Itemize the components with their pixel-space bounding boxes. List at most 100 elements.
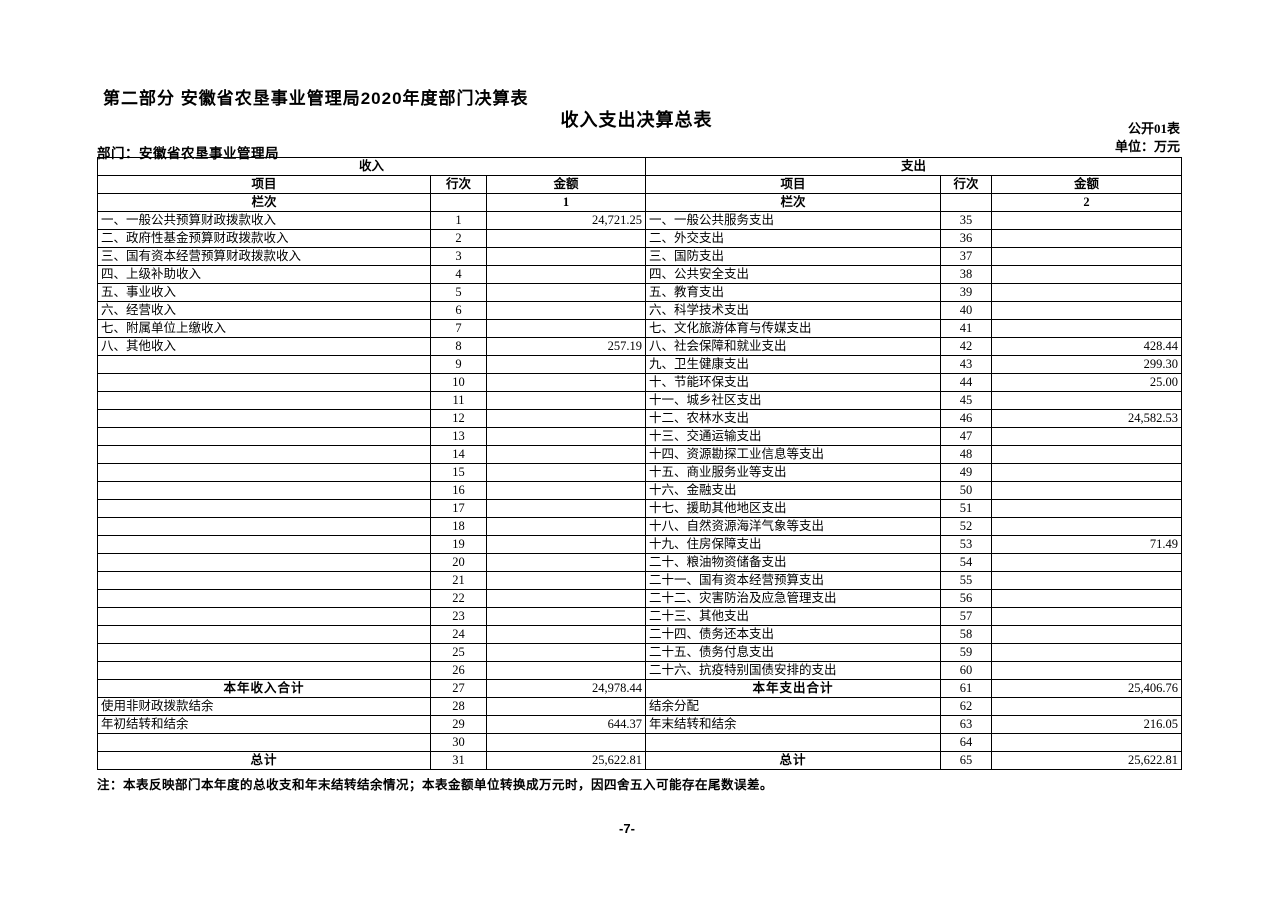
expense-column-index: 2 bbox=[991, 193, 1182, 212]
expense-amount-cell bbox=[991, 571, 1182, 590]
income-amount-cell bbox=[486, 697, 646, 716]
expense-item-cell: 结余分配 bbox=[645, 697, 941, 716]
table-row: 六、经营收入 6 六、科学技术支出 40 bbox=[97, 301, 1182, 320]
expense-amount-cell bbox=[991, 553, 1182, 572]
income-amount-cell bbox=[486, 409, 646, 428]
income-item-cell bbox=[97, 517, 431, 536]
table-row: 24 二十四、债务还本支出 58 bbox=[97, 625, 1182, 644]
income-column-index-label: 栏次 bbox=[97, 193, 431, 212]
income-item-cell bbox=[97, 643, 431, 662]
expense-amount-cell: 428.44 bbox=[991, 337, 1182, 356]
income-amount-cell bbox=[486, 499, 646, 518]
income-amount-cell bbox=[486, 229, 646, 248]
income-amount-cell bbox=[486, 391, 646, 410]
income-amount-cell bbox=[486, 355, 646, 374]
expense-line-cell: 55 bbox=[940, 571, 992, 590]
income-item-cell bbox=[97, 373, 431, 392]
income-amount-cell: 644.37 bbox=[486, 715, 646, 734]
expense-amount-cell bbox=[991, 481, 1182, 500]
expense-item-cell: 八、社会保障和就业支出 bbox=[645, 337, 941, 356]
income-line-header: 行次 bbox=[430, 175, 487, 194]
income-item-cell bbox=[97, 481, 431, 500]
income-expense-summary-table: 收入 支出 项目 行次 金额 项目 行次 金额 栏次 1 栏次 2 一、一般公共… bbox=[97, 157, 1182, 770]
income-line-cell: 24 bbox=[430, 625, 487, 644]
expense-line-cell: 58 bbox=[940, 625, 992, 644]
income-item-cell: 使用非财政拨款结余 bbox=[97, 697, 431, 716]
income-amount-cell bbox=[486, 427, 646, 446]
income-item-cell bbox=[97, 463, 431, 482]
income-amount-cell: 257.19 bbox=[486, 337, 646, 356]
income-amount-cell bbox=[486, 517, 646, 536]
page-number: -7- bbox=[619, 821, 635, 836]
expense-line-cell: 61 bbox=[940, 679, 992, 698]
expense-line-header: 行次 bbox=[940, 175, 992, 194]
income-amount-cell: 25,622.81 bbox=[486, 751, 646, 770]
income-item-cell bbox=[97, 589, 431, 608]
income-line-cell: 26 bbox=[430, 661, 487, 680]
footnote: 注：本表反映部门本年度的总收支和年末结转结余情况；本表金额单位转换成万元时，因四… bbox=[97, 778, 774, 792]
income-line-cell: 30 bbox=[430, 733, 487, 752]
expense-amount-cell bbox=[991, 625, 1182, 644]
income-amount-cell bbox=[486, 301, 646, 320]
income-item-header: 项目 bbox=[97, 175, 431, 194]
expense-line-cell: 63 bbox=[940, 715, 992, 734]
income-amount-cell: 24,721.25 bbox=[486, 211, 646, 230]
expense-item-cell: 十、节能环保支出 bbox=[645, 373, 941, 392]
income-line-cell: 2 bbox=[430, 229, 487, 248]
expense-amount-cell bbox=[991, 229, 1182, 248]
income-line-cell: 27 bbox=[430, 679, 487, 698]
table-row: 9 九、卫生健康支出 43 299.30 bbox=[97, 355, 1182, 374]
income-line-cell: 19 bbox=[430, 535, 487, 554]
column-header-row: 项目 行次 金额 项目 行次 金额 bbox=[97, 175, 1182, 194]
table-row: 13 十三、交通运输支出 47 bbox=[97, 427, 1182, 446]
income-line-cell: 29 bbox=[430, 715, 487, 734]
income-line-cell: 15 bbox=[430, 463, 487, 482]
expense-line-cell: 56 bbox=[940, 589, 992, 608]
income-item-cell bbox=[97, 535, 431, 554]
expense-item-cell: 四、公共安全支出 bbox=[645, 265, 941, 284]
income-line-cell: 17 bbox=[430, 499, 487, 518]
expense-line-cell: 38 bbox=[940, 265, 992, 284]
income-section-header: 收入 bbox=[97, 157, 646, 176]
expense-amount-cell bbox=[991, 643, 1182, 662]
income-amount-cell bbox=[486, 319, 646, 338]
income-line-cell: 23 bbox=[430, 607, 487, 626]
income-item-cell: 五、事业收入 bbox=[97, 283, 431, 302]
table-row: 15 十五、商业服务业等支出 49 bbox=[97, 463, 1182, 482]
table-row: 使用非财政拨款结余 28 结余分配 62 bbox=[97, 697, 1182, 716]
expense-line-cell: 64 bbox=[940, 733, 992, 752]
expense-amount-cell bbox=[991, 499, 1182, 518]
expense-line-cell: 37 bbox=[940, 247, 992, 266]
expense-item-cell: 二十一、国有资本经营预算支出 bbox=[645, 571, 941, 590]
expense-line-cell: 44 bbox=[940, 373, 992, 392]
expense-amount-cell: 24,582.53 bbox=[991, 409, 1182, 428]
income-amount-cell bbox=[486, 661, 646, 680]
income-line-cell: 10 bbox=[430, 373, 487, 392]
expense-item-cell: 十五、商业服务业等支出 bbox=[645, 463, 941, 482]
income-line-cell: 7 bbox=[430, 319, 487, 338]
income-item-cell bbox=[97, 391, 431, 410]
column-index-row: 栏次 1 栏次 2 bbox=[97, 193, 1182, 212]
income-item-cell bbox=[97, 355, 431, 374]
expense-item-cell: 十四、资源勘探工业信息等支出 bbox=[645, 445, 941, 464]
expense-amount-cell bbox=[991, 589, 1182, 608]
expense-line-cell: 42 bbox=[940, 337, 992, 356]
income-amount-cell bbox=[486, 265, 646, 284]
income-amount-cell bbox=[486, 553, 646, 572]
expense-line-cell: 60 bbox=[940, 661, 992, 680]
table-row: 14 十四、资源勘探工业信息等支出 48 bbox=[97, 445, 1182, 464]
income-amount-cell bbox=[486, 589, 646, 608]
expense-item-cell: 二十二、灾害防治及应急管理支出 bbox=[645, 589, 941, 608]
income-item-cell: 二、政府性基金预算财政拨款收入 bbox=[97, 229, 431, 248]
expense-line-cell: 49 bbox=[940, 463, 992, 482]
expense-amount-cell bbox=[991, 427, 1182, 446]
table-row: 30 64 bbox=[97, 733, 1182, 752]
income-line-cell: 9 bbox=[430, 355, 487, 374]
income-amount-cell bbox=[486, 571, 646, 590]
table-row: 18 十八、自然资源海洋气象等支出 52 bbox=[97, 517, 1182, 536]
income-line-cell: 31 bbox=[430, 751, 487, 770]
table-row: 11 十一、城乡社区支出 45 bbox=[97, 391, 1182, 410]
income-amount-cell bbox=[486, 733, 646, 752]
income-item-cell bbox=[97, 445, 431, 464]
expense-line-cell: 36 bbox=[940, 229, 992, 248]
